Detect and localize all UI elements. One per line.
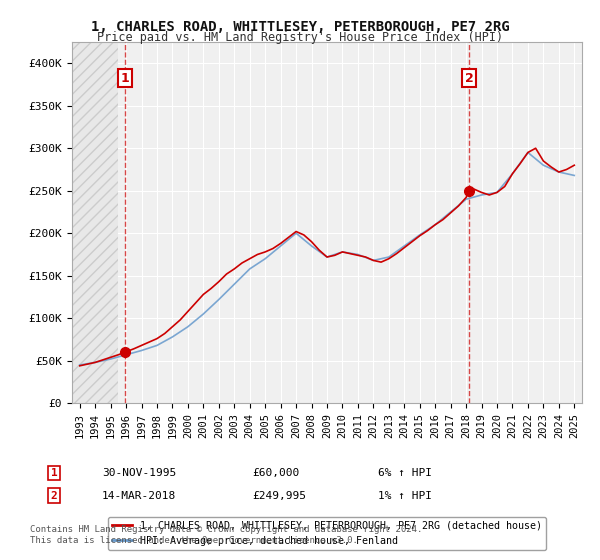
Text: 2: 2: [50, 491, 58, 501]
Text: 30-NOV-1995: 30-NOV-1995: [102, 468, 176, 478]
Text: 1: 1: [121, 72, 129, 85]
Bar: [72, 42, 118, 403]
Text: 6% ↑ HPI: 6% ↑ HPI: [378, 468, 432, 478]
Text: £60,000: £60,000: [252, 468, 299, 478]
Text: £249,995: £249,995: [252, 491, 306, 501]
Text: 1: 1: [50, 468, 58, 478]
Text: 1% ↑ HPI: 1% ↑ HPI: [378, 491, 432, 501]
Text: 1, CHARLES ROAD, WHITTLESEY, PETERBOROUGH, PE7 2RG: 1, CHARLES ROAD, WHITTLESEY, PETERBOROUG…: [91, 20, 509, 34]
Text: Price paid vs. HM Land Registry's House Price Index (HPI): Price paid vs. HM Land Registry's House …: [97, 31, 503, 44]
Text: 14-MAR-2018: 14-MAR-2018: [102, 491, 176, 501]
Legend: 1, CHARLES ROAD, WHITTLESEY, PETERBOROUGH, PE7 2RG (detached house), HPI: Averag: 1, CHARLES ROAD, WHITTLESEY, PETERBOROUG…: [108, 517, 546, 550]
Text: 2: 2: [465, 72, 474, 85]
Text: Contains HM Land Registry data © Crown copyright and database right 2024.: Contains HM Land Registry data © Crown c…: [30, 525, 422, 534]
Text: This data is licensed under the Open Government Licence v3.0.: This data is licensed under the Open Gov…: [30, 536, 358, 545]
